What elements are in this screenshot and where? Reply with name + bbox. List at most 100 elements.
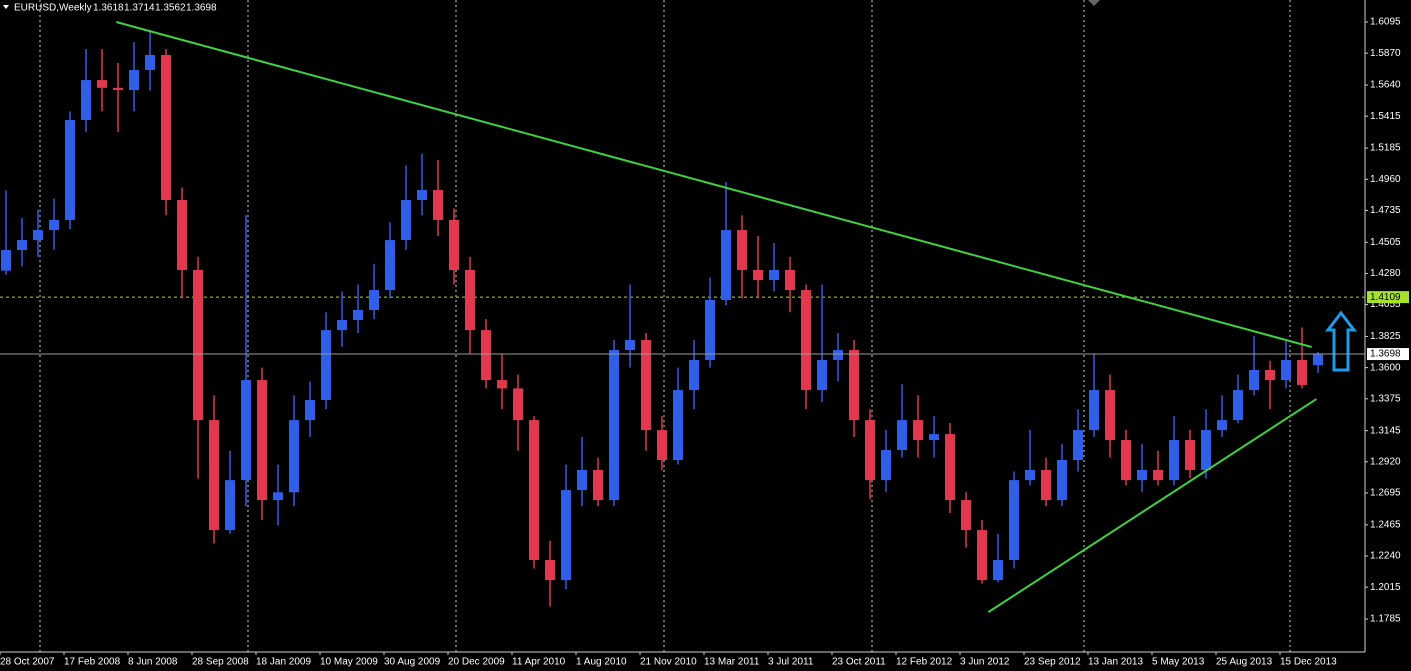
candle-body xyxy=(625,340,635,351)
candle-body xyxy=(369,290,379,311)
x-tick-label: 11 Apr 2010 xyxy=(512,657,566,668)
y-tick-label: 1.2240 xyxy=(1370,551,1401,562)
candle-body xyxy=(993,560,1003,581)
trendline xyxy=(987,398,1317,613)
candle-body xyxy=(1265,369,1275,381)
candle-body xyxy=(145,54,155,70)
y-tick-label: 1.2465 xyxy=(1370,519,1401,530)
x-tick-label: 28 Sep 2008 xyxy=(192,657,249,668)
candle-body xyxy=(81,80,91,120)
candle-body xyxy=(449,219,459,270)
candle-body xyxy=(17,240,27,251)
candle-body xyxy=(1025,469,1035,481)
x-tick-label: 23 Oct 2011 xyxy=(832,657,886,668)
trendline xyxy=(116,21,1312,348)
x-tick-label: 20 Dec 2009 xyxy=(448,657,505,668)
candle-body xyxy=(49,219,59,231)
candle-body xyxy=(241,380,251,481)
y-tick-label: 1.2695 xyxy=(1370,488,1401,499)
y-tick-label: 1.2920 xyxy=(1370,456,1401,467)
x-tick-label: 13 Mar 2011 xyxy=(704,657,760,668)
candle-body xyxy=(1009,480,1019,561)
x-tick-label: 18 Jan 2009 xyxy=(256,657,311,668)
price-label-box xyxy=(1367,348,1409,361)
y-tick-label: 1.4960 xyxy=(1370,174,1401,185)
candle-body xyxy=(929,434,939,441)
x-tick-label: 17 Feb 2008 xyxy=(64,657,121,668)
candle-body xyxy=(977,530,987,581)
candle-body xyxy=(417,190,427,201)
candle-body xyxy=(833,350,843,361)
x-tick-label: 25 Aug 2013 xyxy=(1216,657,1273,668)
y-tick-label: 1.6095 xyxy=(1370,17,1401,28)
candle-body xyxy=(657,430,667,461)
x-tick-label: 15 Dec 2013 xyxy=(1280,657,1337,668)
marker xyxy=(1088,0,1100,6)
x-tick-label: 12 Feb 2012 xyxy=(896,657,953,668)
x-tick-label: 13 Jan 2013 xyxy=(1088,657,1143,668)
candle-body xyxy=(129,69,139,91)
candle-body xyxy=(1041,469,1051,501)
candle-body xyxy=(545,560,555,581)
y-tick-label: 1.5870 xyxy=(1370,48,1401,59)
candle-body xyxy=(273,492,283,501)
candle-body xyxy=(721,230,731,301)
candle-body xyxy=(1057,460,1067,501)
x-tick-label: 5 May 2013 xyxy=(1152,657,1205,668)
y-tick-label: 1.2015 xyxy=(1370,582,1401,593)
symbol-title: EURUSD,Weekly xyxy=(14,3,92,14)
candle-body xyxy=(209,420,219,531)
y-tick-label: 1.3375 xyxy=(1370,393,1401,404)
y-tick-label: 1.4505 xyxy=(1370,237,1401,248)
candle-body xyxy=(177,200,187,270)
x-tick-label: 3 Jul 2011 xyxy=(768,657,814,668)
candle-body xyxy=(577,469,587,491)
candle-body xyxy=(1105,390,1115,441)
candle-body xyxy=(1233,390,1243,421)
candle-body xyxy=(1169,440,1179,481)
candle-body xyxy=(1089,390,1099,431)
candle-body xyxy=(529,420,539,561)
candle-body xyxy=(769,269,779,281)
candle-body xyxy=(1217,420,1227,431)
price-label: 1.3698 xyxy=(1370,349,1401,360)
candle-body xyxy=(1281,360,1291,381)
candle-body xyxy=(897,420,907,451)
candle-body xyxy=(1137,469,1147,481)
candle-body xyxy=(1,250,11,271)
candle-body xyxy=(673,390,683,461)
candle-body xyxy=(641,340,651,431)
candle-body xyxy=(289,420,299,493)
candle-body xyxy=(753,269,763,281)
candle-body xyxy=(1073,430,1083,461)
candle-body xyxy=(1121,440,1131,481)
candle-body xyxy=(689,360,699,391)
candle-body xyxy=(1153,469,1163,481)
y-tick-label: 1.3600 xyxy=(1370,362,1401,373)
x-tick-label: 21 Nov 2010 xyxy=(640,657,697,668)
candle-body xyxy=(497,380,507,389)
candle-body xyxy=(65,119,75,220)
candle-body xyxy=(913,420,923,441)
candle-body xyxy=(113,87,123,91)
candle-body xyxy=(609,350,619,501)
candle-body xyxy=(961,500,971,531)
candle-body xyxy=(225,480,235,531)
level-label: 1.4109 xyxy=(1370,292,1401,303)
candle-body xyxy=(193,269,203,421)
candle-body xyxy=(433,190,443,220)
header-low: 1.3562 xyxy=(155,3,186,14)
candle-body xyxy=(385,240,395,291)
header-close: 1.3698 xyxy=(186,3,217,14)
candle-body xyxy=(593,469,603,501)
candle-body xyxy=(513,388,523,421)
candle-body xyxy=(257,380,267,501)
candle-body xyxy=(465,269,475,331)
y-tick-label: 1.4735 xyxy=(1370,205,1401,216)
y-tick-label: 1.5185 xyxy=(1370,143,1401,154)
header-high: 1.3714 xyxy=(124,3,155,14)
y-tick-label: 1.1785 xyxy=(1370,614,1401,625)
candle-body xyxy=(481,330,491,381)
candle-body xyxy=(337,319,347,331)
